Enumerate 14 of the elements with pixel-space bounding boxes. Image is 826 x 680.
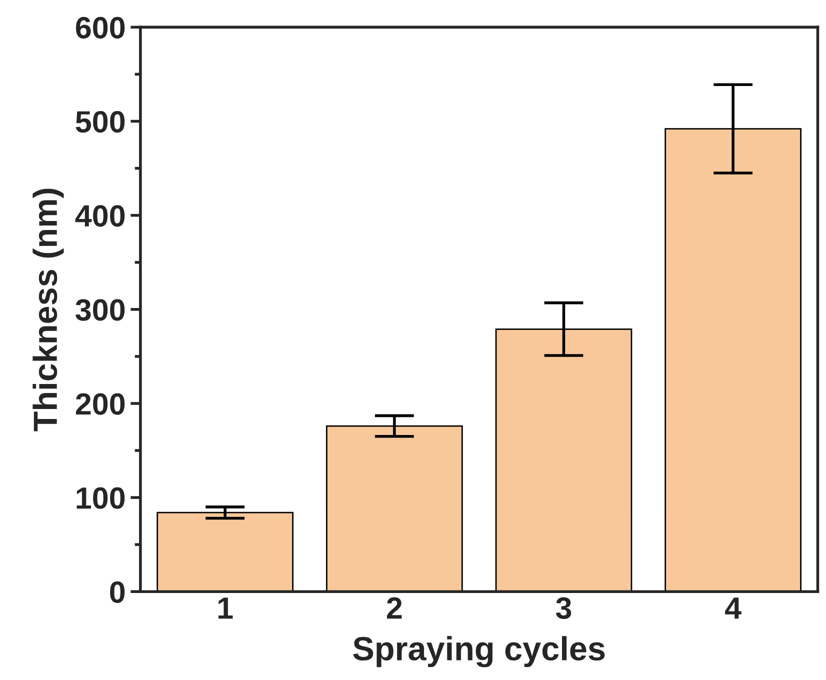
x-tick-label: 3: [556, 597, 572, 619]
y-tick-label: 300: [76, 299, 125, 321]
y-axis-title: Thickness (nm): [32, 188, 64, 432]
y-tick-label: 200: [76, 393, 125, 415]
x-tick-label: 2: [386, 597, 402, 619]
y-tick-label: 600: [76, 16, 125, 39]
x-axis-title: Spraying cycles: [353, 636, 605, 668]
x-tick-label: 4: [725, 598, 742, 619]
x-tick-label: 1: [218, 598, 233, 619]
y-tick-label: 400: [75, 205, 125, 227]
y-tick-label: 100: [76, 487, 125, 509]
y-tick-label: 500: [76, 111, 125, 133]
bar: [156, 512, 294, 592]
y-tick-label: 0: [110, 581, 125, 603]
